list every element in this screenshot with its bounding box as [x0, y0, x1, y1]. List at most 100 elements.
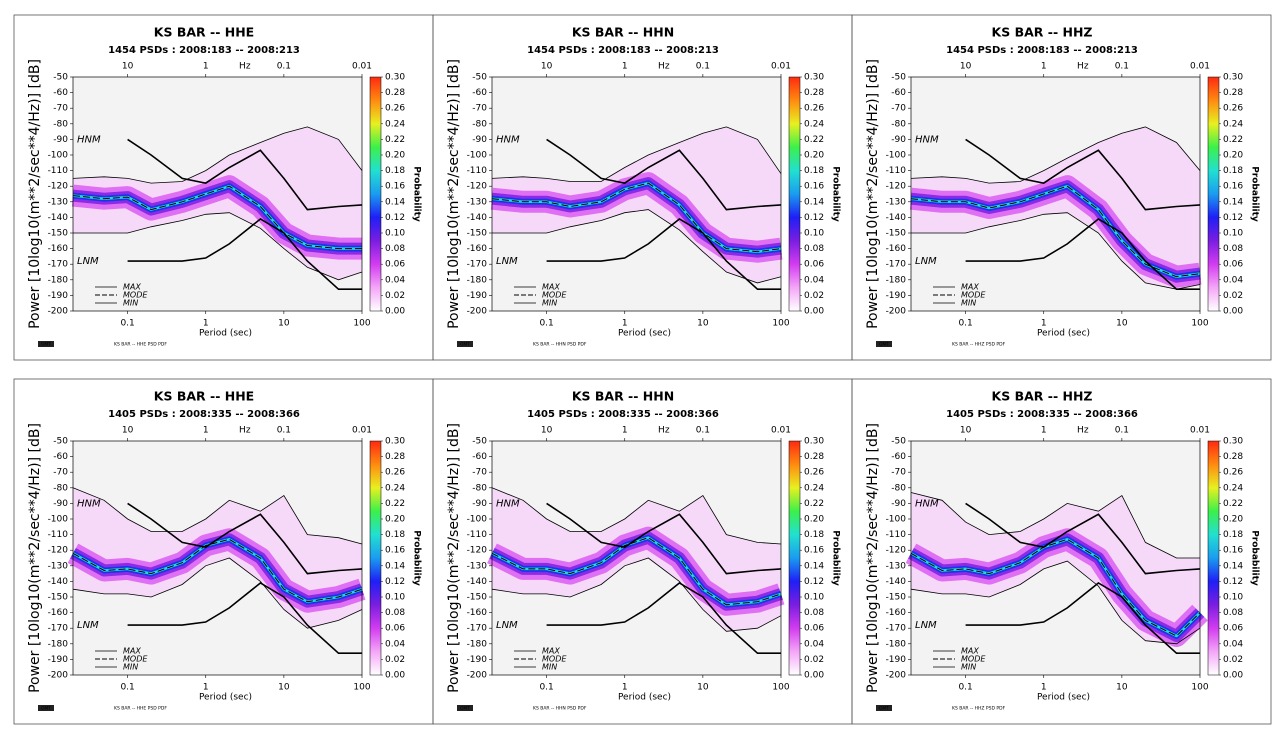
y-tick-label: -180 — [886, 639, 907, 649]
x-tick-label: 10 — [278, 683, 290, 693]
y-tick-label: -50 — [472, 73, 487, 83]
y-tick-label: -80 — [891, 119, 906, 129]
colorbar-tick-label: 0.12 — [804, 577, 824, 587]
series-line — [127, 218, 362, 290]
plot-border — [910, 440, 1201, 676]
series-line — [72, 487, 363, 545]
series-line — [491, 487, 782, 545]
y-tick-label: -60 — [472, 88, 487, 98]
colorbar-tick-label: 0.28 — [1223, 88, 1243, 98]
x-tick-label: 100 — [772, 683, 789, 693]
curve-annotation: HNM — [496, 498, 520, 509]
chart-panel: KS BAR -- HHE 1454 PSDs : 2008:183 -- 200… — [13, 14, 434, 361]
legend-label: MAX — [961, 647, 979, 656]
series-line — [72, 538, 363, 603]
colorbar-tick-label: 0.04 — [385, 275, 405, 285]
series-line — [127, 582, 362, 654]
y-tick-label: -190 — [886, 291, 907, 301]
plot-border — [910, 76, 1201, 312]
curve-annotation: LNM — [915, 256, 937, 267]
colorbar-tick-label: 0.14 — [1223, 197, 1243, 207]
x-axis-label: Period (sec) — [199, 693, 252, 703]
y-axis-label: Power [10log10(m**2/sec**4/Hz)] [dB] — [865, 423, 881, 693]
colorbar-tick-label: 0.10 — [1223, 593, 1243, 603]
footer: KS BAR -- HHZ PSD PDF — [952, 342, 1006, 348]
x2-tick-label: 0.01 — [352, 426, 372, 436]
legend-label: MODE — [961, 655, 986, 664]
y-tick-label: -200 — [886, 671, 907, 681]
colorbar-tick-label: 0.02 — [804, 655, 824, 665]
y-tick-label: -200 — [467, 307, 488, 317]
series-line — [491, 182, 782, 253]
legend-label: MODE — [542, 291, 567, 300]
y-tick-label: -130 — [48, 197, 69, 207]
colorbar-tick-label: 0.18 — [1223, 166, 1243, 176]
y-tick-label: -140 — [467, 213, 488, 223]
series-line — [491, 557, 782, 632]
chart-subtitle: 1405 PSDs : 2008:335 -- 2008:366 — [946, 409, 1138, 420]
series-line — [127, 138, 363, 211]
colorbar-tick-label: 0.06 — [804, 624, 824, 634]
series-line — [72, 185, 362, 250]
colorbar-tick-label: 0.24 — [804, 483, 824, 493]
colorbar-tick-label: 0.10 — [804, 229, 824, 239]
colorbar-tick-label: 0.20 — [804, 515, 824, 525]
x-tick-label: 0.1 — [539, 683, 553, 693]
y-tick-label: -170 — [886, 624, 907, 634]
x-tick-label: 1 — [1041, 683, 1047, 693]
x2-tick-label: 0.1 — [277, 426, 291, 436]
y-tick-label: -60 — [891, 452, 906, 462]
x-tick-label: 0.1 — [120, 683, 134, 693]
x-tick-label: 100 — [772, 319, 789, 329]
y-tick-label: -60 — [53, 88, 68, 98]
x-tick-label: 0.1 — [958, 319, 972, 329]
colorbar-tick-label: 0.00 — [804, 671, 824, 681]
colorbar-tick-label: 0.30 — [385, 73, 405, 83]
x-tick-label: 10 — [697, 683, 709, 693]
y-tick-label: -110 — [886, 166, 907, 176]
y-tick-label: -150 — [886, 593, 907, 603]
gmt-badge: GMT — [879, 342, 889, 348]
colorbar-tick-label: 0.26 — [804, 468, 824, 478]
y-tick-label: -150 — [886, 229, 907, 239]
series-line — [546, 218, 781, 290]
y-tick-label: -200 — [467, 671, 488, 681]
y-tick-label: -60 — [891, 88, 906, 98]
y-tick-label: -180 — [48, 639, 69, 649]
y-tick-label: -90 — [472, 135, 487, 145]
colorbar-tick-label: 0.10 — [1223, 229, 1243, 239]
x2-tick-label: 0.01 — [771, 426, 791, 436]
series-line — [72, 126, 363, 184]
y-tick-label: -180 — [48, 275, 69, 285]
plot-border — [491, 440, 782, 676]
y-tick-label: -140 — [48, 577, 69, 587]
y-tick-label: -130 — [886, 197, 907, 207]
chart-subtitle: 1405 PSDs : 2008:335 -- 2008:366 — [527, 409, 719, 420]
colorbar-tick-label: 0.14 — [385, 197, 405, 207]
x2-tick-label: 0.01 — [352, 62, 372, 72]
y-tick-label: -130 — [467, 197, 488, 207]
colorbar-tick-label: 0.04 — [804, 275, 824, 285]
chart-title: KS BAR -- HHN — [572, 25, 674, 40]
curve-annotation: LNM — [77, 620, 99, 631]
colorbar-tick-label: 0.04 — [385, 639, 405, 649]
colorbar-label: Probability — [412, 530, 422, 586]
x-tick-label: 100 — [353, 319, 370, 329]
colorbar — [788, 76, 801, 312]
y-tick-label: -120 — [467, 182, 488, 192]
y-tick-label: -150 — [48, 593, 69, 603]
y-tick-label: -160 — [467, 244, 488, 254]
colorbar-label: Probability — [1250, 530, 1260, 586]
panel-frame — [851, 378, 1272, 725]
y-tick-label: -140 — [886, 577, 907, 587]
panel-frame — [851, 14, 1272, 361]
colorbar-tick-label: 0.16 — [1223, 182, 1243, 192]
colorbar-tick-label: 0.30 — [385, 437, 405, 447]
colorbar — [369, 440, 382, 676]
y-tick-label: -190 — [48, 655, 69, 665]
y-axis-label: Power [10log10(m**2/sec**4/Hz)] [dB] — [865, 59, 881, 329]
x2-tick-label: 0.1 — [1115, 62, 1129, 72]
y-tick-label: -100 — [467, 515, 488, 525]
chart-panel: KS BAR -- HHN 1405 PSDs : 2008:335 -- 200… — [432, 378, 853, 725]
